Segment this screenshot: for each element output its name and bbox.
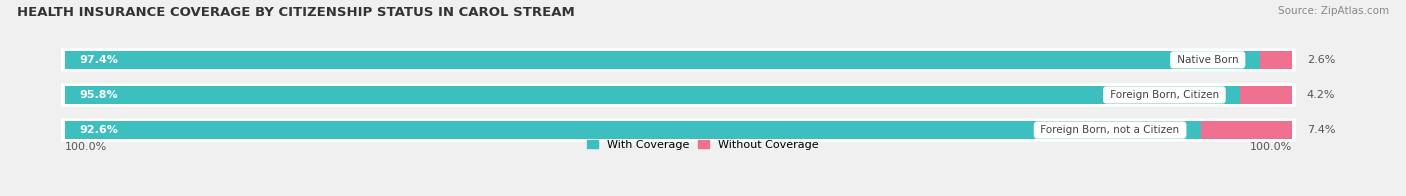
Bar [1260, 51, 1292, 69]
Text: Source: ZipAtlas.com: Source: ZipAtlas.com [1278, 6, 1389, 16]
Text: 95.8%: 95.8% [80, 90, 118, 100]
Bar [65, 86, 1240, 104]
Text: Foreign Born, Citizen: Foreign Born, Citizen [1107, 90, 1222, 100]
FancyBboxPatch shape [60, 83, 1296, 107]
Text: 97.4%: 97.4% [80, 55, 118, 65]
Bar [65, 121, 1201, 139]
Bar [1240, 86, 1292, 104]
Text: Native Born: Native Born [1174, 55, 1241, 65]
Text: 7.4%: 7.4% [1306, 125, 1336, 135]
FancyBboxPatch shape [60, 48, 1296, 71]
FancyBboxPatch shape [60, 118, 1296, 142]
Legend: With Coverage, Without Coverage: With Coverage, Without Coverage [588, 140, 818, 150]
Text: Foreign Born, not a Citizen: Foreign Born, not a Citizen [1038, 125, 1182, 135]
Text: 92.6%: 92.6% [80, 125, 118, 135]
Text: 100.0%: 100.0% [65, 142, 107, 152]
Bar [1201, 121, 1292, 139]
Text: 4.2%: 4.2% [1306, 90, 1336, 100]
Text: 2.6%: 2.6% [1306, 55, 1336, 65]
Text: HEALTH INSURANCE COVERAGE BY CITIZENSHIP STATUS IN CAROL STREAM: HEALTH INSURANCE COVERAGE BY CITIZENSHIP… [17, 6, 575, 19]
Bar [65, 51, 1260, 69]
Text: 100.0%: 100.0% [1250, 142, 1292, 152]
